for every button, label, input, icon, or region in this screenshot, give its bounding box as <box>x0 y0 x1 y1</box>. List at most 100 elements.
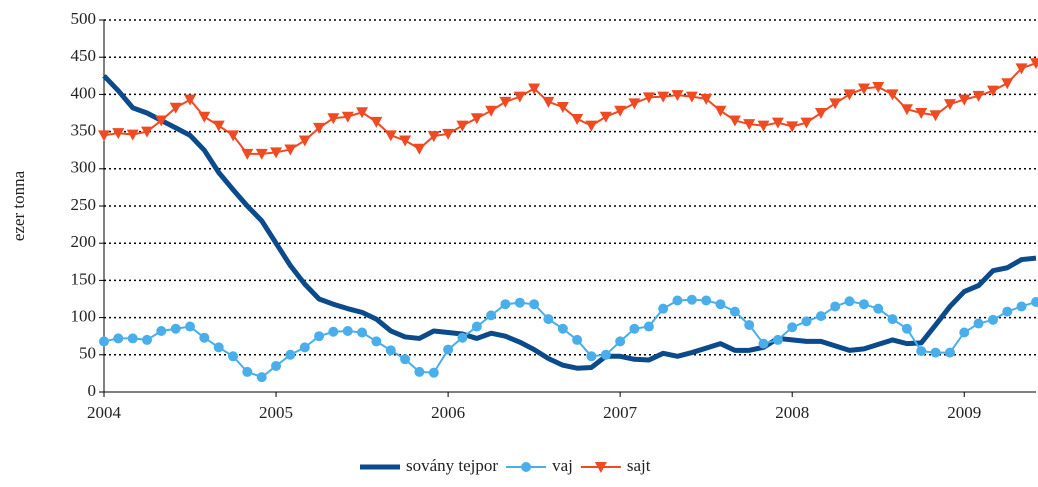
point <box>1016 301 1027 312</box>
point <box>156 325 167 336</box>
point <box>299 342 310 353</box>
point <box>457 332 468 343</box>
point <box>384 130 397 142</box>
point <box>428 367 439 378</box>
point <box>356 107 369 119</box>
point <box>614 105 627 117</box>
point <box>499 96 512 108</box>
point <box>830 301 841 312</box>
point <box>1030 58 1038 70</box>
point <box>99 336 109 347</box>
legend-marker <box>594 462 607 473</box>
point <box>615 336 626 347</box>
point <box>1002 306 1013 317</box>
point <box>442 128 455 140</box>
point <box>901 323 912 334</box>
y-tick-label: 0 <box>88 381 97 400</box>
point <box>284 144 297 156</box>
point <box>757 120 770 132</box>
point <box>169 102 182 114</box>
point <box>314 331 325 342</box>
x-tick-label: 2006 <box>431 403 465 422</box>
x-tick-label: 2009 <box>947 403 981 422</box>
point <box>141 126 154 138</box>
point <box>758 338 769 349</box>
point <box>685 91 698 103</box>
point <box>572 334 583 345</box>
point <box>413 143 426 155</box>
point <box>542 96 555 108</box>
point <box>500 299 511 310</box>
point <box>556 102 569 114</box>
point <box>400 354 411 365</box>
point <box>227 130 240 142</box>
point <box>198 111 211 123</box>
point <box>987 314 998 325</box>
point <box>298 135 311 147</box>
point <box>557 323 568 334</box>
point <box>328 326 339 337</box>
point <box>800 117 813 129</box>
point <box>843 89 856 101</box>
point <box>600 349 611 360</box>
point <box>686 294 697 305</box>
point <box>514 297 525 308</box>
x-tick-label: 2007 <box>603 403 638 422</box>
point <box>212 120 225 132</box>
point <box>213 342 224 353</box>
point <box>972 90 985 102</box>
point <box>873 303 884 314</box>
point <box>728 115 741 127</box>
point <box>543 314 554 325</box>
point <box>771 117 784 129</box>
point <box>643 321 654 332</box>
point <box>414 366 425 377</box>
point <box>657 91 670 103</box>
point <box>456 120 469 132</box>
point <box>729 306 740 317</box>
point <box>371 336 382 347</box>
point <box>529 299 540 310</box>
point <box>471 321 482 332</box>
point <box>112 128 125 140</box>
point <box>370 116 383 128</box>
point <box>857 83 870 95</box>
point <box>528 83 541 95</box>
point <box>814 108 827 119</box>
point <box>1001 78 1014 90</box>
series-line <box>102 74 1037 371</box>
legend-marker <box>521 462 532 472</box>
point <box>858 299 869 310</box>
point <box>628 98 641 110</box>
point <box>98 130 110 142</box>
point <box>599 111 612 123</box>
point <box>743 119 756 131</box>
point <box>427 131 440 143</box>
y-tick-label: 400 <box>71 83 97 102</box>
point <box>585 120 598 132</box>
point <box>470 113 483 125</box>
point <box>944 347 955 358</box>
x-tick-label: 2004 <box>87 403 122 422</box>
point <box>958 94 971 106</box>
point <box>700 93 713 105</box>
y-tick-label: 350 <box>71 121 97 140</box>
point <box>916 346 927 357</box>
point <box>701 295 712 306</box>
point <box>915 108 928 119</box>
y-tick-label: 300 <box>71 158 97 177</box>
point <box>342 325 353 336</box>
point <box>744 320 755 331</box>
point <box>571 113 584 125</box>
point <box>658 303 669 314</box>
y-tick-label: 150 <box>71 269 97 288</box>
point <box>242 366 253 377</box>
point <box>142 334 153 345</box>
point <box>1031 296 1038 307</box>
point <box>341 111 354 123</box>
point <box>285 349 296 360</box>
point <box>714 105 727 117</box>
point <box>672 295 683 306</box>
y-tick-label: 500 <box>71 9 97 28</box>
point <box>113 333 124 344</box>
